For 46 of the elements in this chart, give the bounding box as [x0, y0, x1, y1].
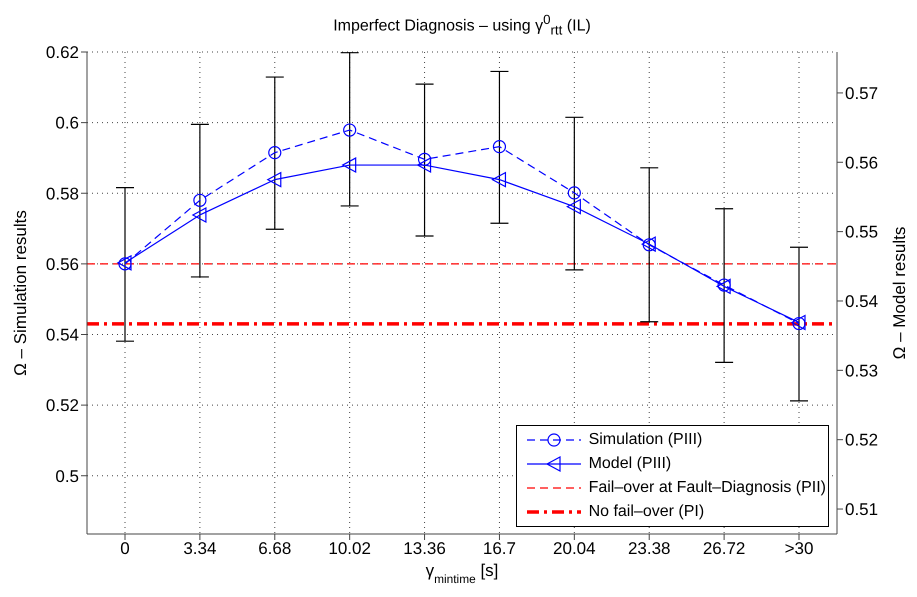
- point: [342, 157, 356, 173]
- point: [193, 194, 206, 207]
- point: [566, 199, 581, 214]
- x-tick-label: 20.04: [553, 539, 596, 558]
- y2-tick-label: 0.55: [845, 222, 878, 242]
- y-tick-label: 0.62: [46, 43, 79, 62]
- x-tick-label: >30: [784, 539, 814, 558]
- point: [192, 207, 206, 223]
- y2-tick-label: 0.53: [845, 361, 878, 380]
- x-axis-title: γ$_{mintime}$ [s]: [426, 561, 498, 586]
- x-tick-label: 26.72: [702, 539, 746, 558]
- point: [568, 186, 581, 200]
- point: [492, 140, 506, 154]
- y2-tick-label: 0.56: [845, 153, 878, 172]
- x-tick-label: 6.68: [258, 539, 292, 558]
- legend-label: Fail–over at Fault–Diagnosis (PII): [588, 479, 826, 497]
- point: [492, 172, 506, 188]
- point: [718, 278, 731, 292]
- y2-tick-label: 0.52: [845, 430, 878, 450]
- legend-label: No fail–over (PI): [588, 503, 704, 521]
- x-tick-label: 3.34: [183, 539, 216, 558]
- y-tick-label: 0.54: [46, 326, 79, 345]
- point: [716, 278, 731, 294]
- x-tick-label: 10.02: [328, 539, 371, 558]
- y2-tick-label: 0.54: [845, 292, 878, 312]
- x-tick-label: 23.38: [628, 539, 670, 558]
- y-tick-label: 0.6: [55, 114, 79, 133]
- y-tick-label: 0.56: [46, 254, 79, 274]
- y2-axis-title: Ω – Model results: [890, 226, 908, 360]
- y-axis-title: Ω – Simulation results: [10, 210, 30, 376]
- point: [343, 123, 356, 137]
- point: [418, 152, 432, 166]
- y-tick-label: 0.52: [46, 396, 79, 416]
- chart-title: Imperfect Diagnosis – using γ$^{0}$$_{rtt}$ (IL): [332, 11, 592, 40]
- x-tick-label: 0: [120, 539, 130, 558]
- x-tick-label: 16.7: [482, 539, 516, 558]
- y-tick-label: 0.5: [55, 466, 79, 486]
- x-tick-label: 13.36: [403, 539, 446, 558]
- point: [268, 146, 282, 160]
- y2-tick-label: 0.51: [845, 500, 878, 520]
- legend-label: Simulation (PIII): [588, 431, 702, 449]
- point: [416, 157, 432, 173]
- y2-tick-label: 0.57: [845, 84, 878, 103]
- y-tick-label: 0.58: [46, 184, 79, 204]
- point: [267, 172, 282, 188]
- legend-label: Model (PIII): [588, 455, 672, 473]
